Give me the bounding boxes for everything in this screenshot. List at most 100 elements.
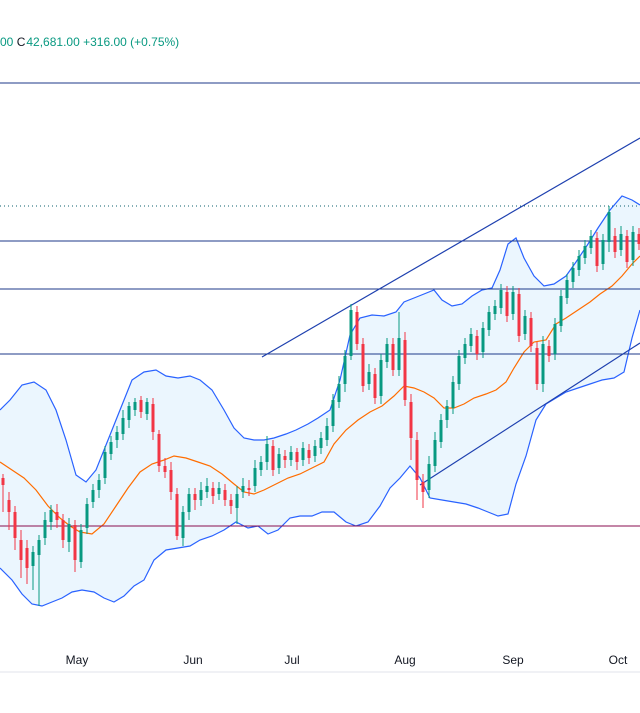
candle-body [602,240,605,264]
candle-body [26,548,29,568]
candle-body [296,452,299,462]
candle-body [572,268,575,282]
candle-body [218,488,221,494]
candle-body [356,312,359,344]
candle-body [578,256,581,270]
candle-body [350,310,353,356]
candle-body [368,372,371,384]
candle [458,350,461,390]
close-label: C [17,35,26,49]
change-value: +316.00 (+0.75%) [83,35,179,49]
candle-body [116,432,119,440]
candle-body [494,306,497,314]
candle-body [98,480,101,490]
candle-body [62,520,65,540]
candle-body [518,294,521,336]
candle-body [302,448,305,460]
candle-body [392,344,395,370]
candle-body [566,280,569,298]
candle-body [614,236,617,252]
bollinger-bands [0,196,640,606]
candle-body [608,212,611,242]
candle-body [152,404,155,432]
candle-body [374,374,377,398]
candle-body [452,382,455,408]
candle-body [188,494,191,512]
candle [158,430,161,472]
x-tick-oct: Oct [609,653,628,667]
candle-body [50,510,53,522]
candle-body [416,440,419,480]
candle-body [38,540,41,555]
ohlc-prefix: 00 [0,35,13,49]
candle-body [272,446,275,470]
candle-body [194,494,197,500]
candle [416,432,419,500]
candle-body [326,426,329,440]
x-tick-sep: Sep [502,653,524,667]
candle [518,288,521,342]
candle-body [74,525,77,560]
candle-body [530,318,533,346]
candle-body [104,452,107,478]
candle-body [386,344,389,362]
candle-body [146,402,149,414]
candle-body [278,454,281,468]
candle [596,232,599,272]
x-tick-may: May [66,653,89,667]
candle-body [422,482,425,492]
candle-body [512,292,515,314]
candle-body [314,446,317,456]
candle-body [476,336,479,354]
candle-body [248,488,251,490]
candle-body [206,486,209,492]
candle-body [482,328,485,352]
candle-body [80,530,83,562]
candle [176,488,179,540]
candle-body [464,344,467,358]
candle [530,312,533,352]
candle [404,332,407,406]
candle-body [542,344,545,384]
candle-body [158,434,161,466]
candle-body [2,478,5,485]
candle-body [470,334,473,346]
candle-body [428,464,431,490]
candle-body [548,346,551,356]
candle-body [200,490,203,500]
candle-body [224,490,227,500]
candle [560,290,563,332]
candle-body [524,316,527,334]
candle-body [86,504,89,528]
candle-body [362,344,365,386]
candle-body [164,466,167,472]
candle [536,342,539,390]
candle-body [32,552,35,566]
candle-body [68,524,71,542]
candle-body [284,456,287,460]
candle [362,338,365,392]
candle-body [632,232,635,260]
band-fill [0,196,640,606]
candle-body [266,444,269,462]
candle-body [434,440,437,466]
close-value: 42,681.00 [26,35,79,49]
x-tick-jul: Jul [284,653,299,667]
candle-body [140,400,143,412]
candle-body [506,292,509,316]
candle-body [488,312,491,330]
candle-body [440,420,443,442]
candle-body [290,452,293,460]
candle-body [8,500,11,512]
candle-body [404,340,407,400]
candle-body [410,402,413,438]
candle-body [122,418,125,434]
candle-body [92,490,95,502]
candle-body [344,356,347,384]
candle-body [134,402,137,410]
candle-body [254,468,257,486]
candle-body [242,486,245,492]
candle [632,226,635,266]
